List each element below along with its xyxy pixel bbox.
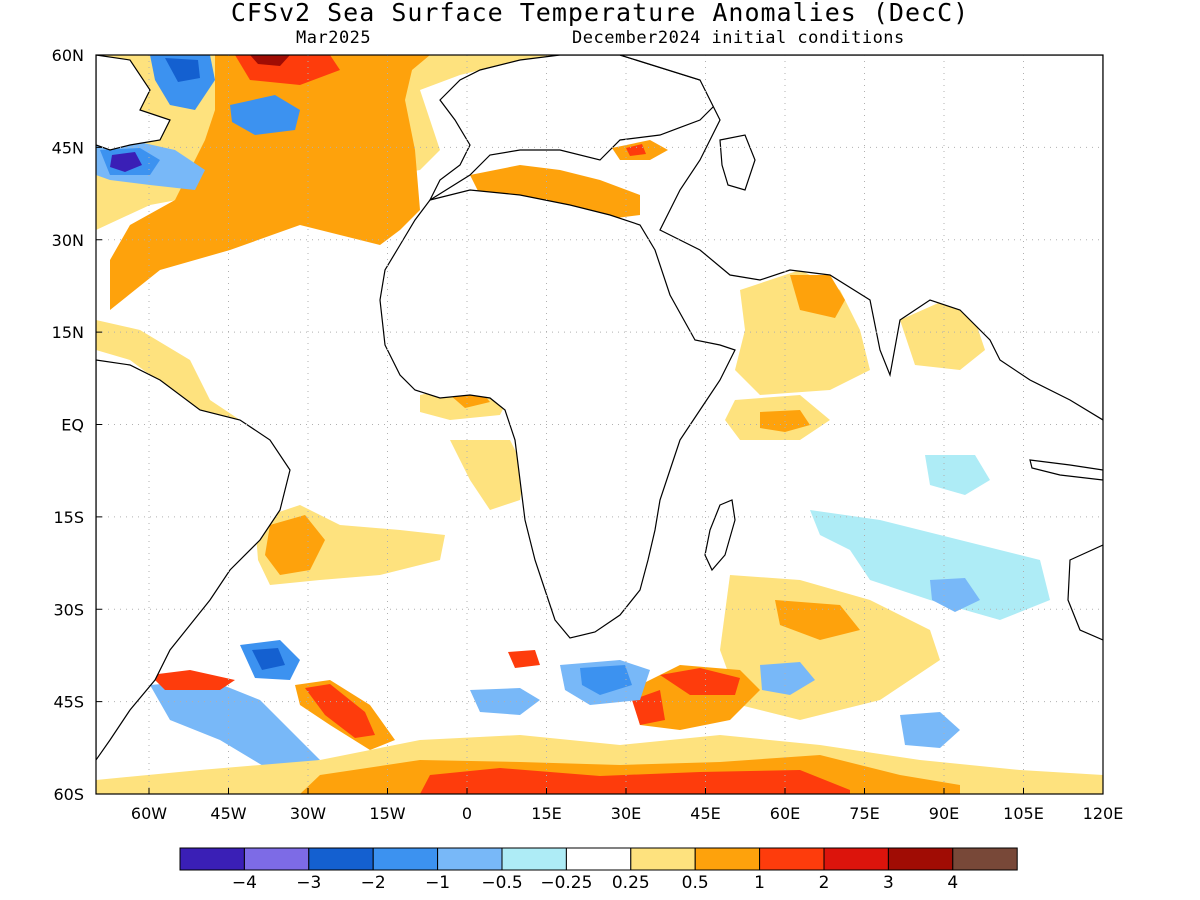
y-tick-label: 30N (52, 231, 84, 250)
x-tick-label: 30W (290, 804, 326, 823)
anomaly-bay-bengal (900, 300, 985, 370)
colorbar-label: −0.25 (540, 873, 592, 893)
anomaly-south-indian-warm (775, 600, 860, 640)
colorbar-label: −1 (425, 873, 450, 893)
anomaly-east-indian-cold (925, 455, 990, 495)
anomaly-midatlantic-red (305, 684, 375, 738)
colorbar: −4 −3 −2 −1 −0.5 −0.25 0.25 0.5 1 2 3 4 (179, 847, 1018, 893)
colorbar-label: −2 (361, 873, 386, 893)
colorbar-swatch (308, 847, 374, 871)
colorbar-label: −0.5 (481, 873, 522, 893)
x-tick-label: 75E (849, 804, 879, 823)
colorbar-swatch (630, 847, 696, 871)
colorbar-swatch (565, 847, 632, 871)
colorbar-swatch (694, 847, 761, 871)
y-tick-label: 30S (53, 600, 84, 619)
anomaly-cape-cold-dark (580, 665, 632, 695)
anomaly-greenland-sea-dark (165, 58, 200, 82)
anomaly-mediterranean (470, 165, 640, 220)
x-tick-label: 105E (1003, 804, 1044, 823)
anomaly-labrador-dark (110, 152, 142, 172)
coastlines (96, 55, 1103, 762)
anomaly-south-indian-cold (930, 578, 980, 612)
anomaly-southern-ocean-red (420, 768, 850, 794)
y-tick-label: 45S (53, 693, 84, 712)
anomaly-angola (450, 440, 525, 510)
colorbar-swatch (759, 847, 825, 871)
coastline-south-america (96, 359, 291, 762)
x-axis: 60W 45W 30W 15W 0 15E 30E 45E 60E 75E 90E 105E 120E (131, 788, 1123, 823)
anomaly-tropical-atlantic-light (96, 320, 240, 430)
anomaly-south-indian-cool (810, 510, 1050, 620)
colorbar-swatch (179, 847, 245, 871)
colorbar-swatch (952, 847, 1018, 871)
anomaly-arabian-sea-orange (790, 275, 845, 318)
coastline-africa (379, 189, 736, 639)
x-tick-label: 15E (531, 804, 561, 823)
init-conditions-label: December2024 initial conditions (572, 28, 905, 48)
x-tick-label: 45W (210, 804, 246, 823)
coastline-indonesia (1029, 459, 1103, 481)
x-tick-label: 0 (462, 804, 472, 823)
y-tick-label: 45N (52, 138, 84, 157)
coastline-australia (1067, 544, 1103, 641)
anomaly-south-indian-warm-light (720, 575, 940, 720)
x-tick-label: 90E (929, 804, 959, 823)
anomaly-south-indian-east-cold (760, 662, 815, 695)
valid-month-label: Mar2025 (296, 28, 372, 48)
anomaly-brazil-warm (150, 670, 235, 690)
y-tick-label: 60S (53, 785, 84, 804)
chart-title: CFSv2 Sea Surface Temperature Anomalies … (230, 0, 970, 27)
colorbar-swatch (243, 847, 310, 871)
colorbar-swatch (372, 847, 439, 871)
anomaly-south-atlantic-cold-dark (252, 648, 285, 670)
y-tick-label: EQ (61, 416, 84, 435)
coastline-madagascar (704, 499, 736, 572)
x-tick-label: 60W (131, 804, 167, 823)
anomaly-south-atlantic-small-warm (508, 650, 540, 668)
anomaly-south-atlantic-orange (265, 515, 325, 575)
colorbar-label: 4 (947, 873, 958, 893)
y-tick-label: 60N (52, 46, 84, 65)
colorbar-swatch (823, 847, 889, 871)
x-tick-label: 60E (770, 804, 800, 823)
anomaly-southeast-indian-cold (900, 712, 960, 748)
colorbar-label: 0.25 (612, 873, 650, 893)
colorbar-label: 2 (819, 873, 830, 893)
colorbar-label: 0.5 (682, 873, 709, 893)
colorbar-label: 1 (754, 873, 765, 893)
colorbar-label: 3 (883, 873, 894, 893)
y-tick-label: 15N (52, 323, 84, 342)
anomaly-south-atlantic-cold-light (150, 680, 320, 770)
x-tick-label: 15W (369, 804, 405, 823)
anomaly-iceland-dark (250, 55, 290, 66)
anomaly-north-atlantic-orange (110, 55, 430, 310)
coastline-caspian (719, 134, 756, 191)
anomaly-field (96, 55, 1103, 794)
x-tick-label: 45E (690, 804, 720, 823)
anomaly-agulhas-red (660, 668, 740, 695)
colorbar-label: −4 (232, 873, 257, 893)
y-tick-label: 15S (53, 508, 84, 527)
anomaly-mid-atlantic-cold (230, 95, 300, 135)
y-axis: 60N 45N 30N 15N EQ 15S 30S 45S 60S (52, 46, 102, 804)
x-tick-label: 30E (611, 804, 641, 823)
colorbar-swatch (887, 847, 954, 871)
colorbar-label: −3 (296, 873, 321, 893)
x-tick-label: 120E (1083, 804, 1124, 823)
colorbar-swatch (501, 847, 567, 871)
colorbar-swatch (437, 847, 503, 871)
